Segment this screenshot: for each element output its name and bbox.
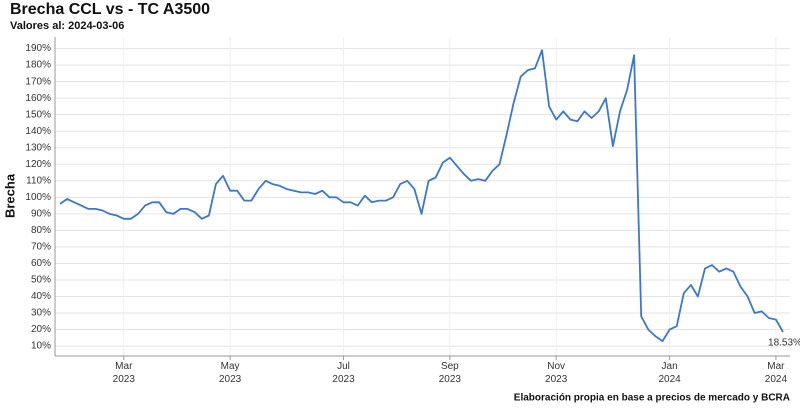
- x-tick-label: Mar 2024: [765, 361, 788, 385]
- x-tick-label: May 2023: [219, 361, 242, 385]
- y-tick-label: 50%: [31, 275, 51, 286]
- y-tick-label: 20%: [31, 324, 51, 335]
- y-tick-label: 100%: [25, 192, 51, 203]
- x-tick-label: Jul 2023: [332, 361, 355, 385]
- y-axis-label: Brecha: [2, 173, 17, 218]
- y-tick-label: 80%: [31, 225, 51, 236]
- y-tick-label: 10%: [31, 341, 51, 352]
- y-tick-label: 160%: [25, 93, 51, 104]
- data-label: 18.53%: [768, 338, 800, 349]
- y-tick-label: 170%: [25, 76, 51, 87]
- y-tick-label: 140%: [25, 126, 51, 137]
- caption: Elaboración propia en base a precios de …: [514, 393, 790, 404]
- y-tick-label: 130%: [25, 142, 51, 153]
- y-tick-label: 150%: [25, 109, 51, 120]
- y-tick-label: 60%: [31, 258, 51, 269]
- x-tick-label: Nov 2023: [545, 361, 568, 385]
- y-tick-label: 70%: [31, 242, 51, 253]
- chart-subtitle: Valores al: 2024-03-06: [10, 20, 124, 32]
- y-tick-label: 180%: [25, 60, 51, 71]
- y-tick-label: 190%: [25, 43, 51, 54]
- y-tick-label: 40%: [31, 291, 51, 302]
- line: [59, 49, 784, 343]
- x-tick-label: Mar 2023: [113, 361, 136, 385]
- y-tick-label: 120%: [25, 159, 51, 170]
- y-tick-label: 30%: [31, 308, 51, 319]
- y-tick-label: 110%: [26, 175, 51, 186]
- x-tick-label: Jan 2024: [658, 361, 681, 385]
- y-tick-label: 90%: [31, 208, 51, 219]
- x-tick-label: Sep 2023: [439, 361, 462, 385]
- chart-title: Brecha CCL vs - TC A3500: [10, 1, 210, 18]
